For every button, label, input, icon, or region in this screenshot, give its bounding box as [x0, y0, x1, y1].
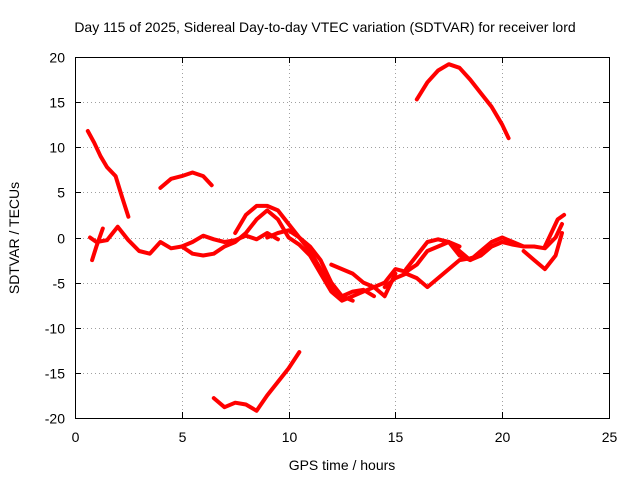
y-tick-label: 20	[49, 50, 65, 66]
y-tick-label: 15	[49, 95, 65, 111]
x-tick-label: 5	[179, 429, 187, 445]
y-tick-labels: 20 15 10 5 0 -5 -10 -15 -20	[45, 50, 65, 427]
series-s14	[521, 231, 564, 272]
y-tick-label: -15	[45, 366, 65, 382]
chart-title: Day 115 of 2025, Sidereal Day-to-day VTE…	[74, 19, 575, 35]
y-tick-label: -10	[45, 321, 65, 337]
data-series-group	[85, 62, 567, 413]
series-s15	[542, 212, 567, 249]
x-tick-label: 20	[495, 429, 511, 445]
series-s1	[85, 129, 131, 219]
x-tick-label: 10	[282, 429, 298, 445]
x-tick-label: 25	[602, 429, 618, 445]
x-tick-label: 15	[388, 429, 404, 445]
x-axis-label: GPS time / hours	[289, 457, 396, 473]
x-tick-labels: 0 5 10 15 20 25	[72, 429, 618, 445]
series-s13	[446, 235, 526, 263]
y-axis-label: SDTVAR / TECUs	[6, 182, 22, 294]
y-tick-label: 5	[57, 185, 65, 201]
x-tick-label: 0	[72, 429, 80, 445]
series-s7	[179, 208, 398, 303]
gridlines	[75, 57, 609, 418]
series-s6	[90, 226, 105, 263]
y-tick-label: 0	[57, 231, 65, 247]
series-s4	[211, 350, 302, 413]
series-s3	[414, 62, 511, 141]
axis-ticks	[75, 57, 610, 419]
y-tick-label: 10	[49, 140, 65, 156]
series-s2	[158, 170, 214, 190]
series-s9	[265, 228, 355, 303]
y-tick-label: -5	[53, 276, 66, 292]
y-tick-label: -20	[45, 411, 65, 427]
